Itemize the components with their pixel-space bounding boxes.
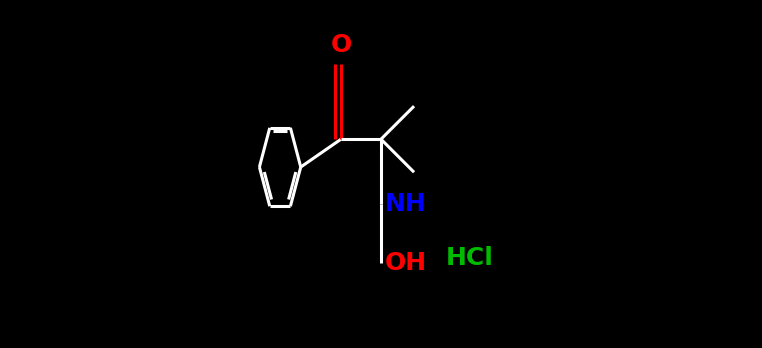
Text: OH: OH: [385, 251, 427, 275]
Text: HCl: HCl: [445, 246, 493, 269]
Text: O: O: [331, 33, 351, 57]
Text: NH: NH: [385, 192, 427, 215]
